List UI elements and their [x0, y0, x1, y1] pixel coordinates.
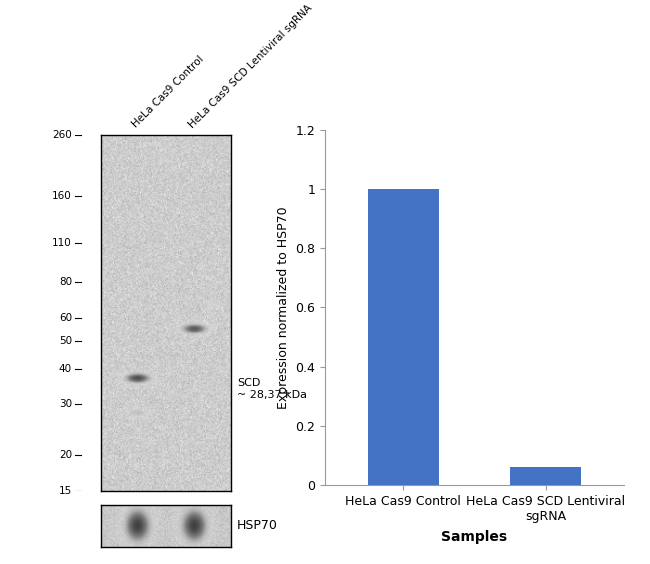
Text: 15: 15 [58, 486, 72, 496]
Text: 260: 260 [52, 130, 72, 140]
Text: 60: 60 [59, 313, 72, 323]
Bar [510, 467, 581, 485]
Text: 80: 80 [59, 277, 72, 287]
Y-axis label: Expression normalized to HSP70: Expression normalized to HSP70 [277, 206, 290, 409]
Text: 50: 50 [59, 336, 72, 346]
Text: 160: 160 [52, 191, 72, 201]
Text: HeLa Cas9 Control: HeLa Cas9 Control [130, 54, 205, 130]
Text: 30: 30 [59, 399, 72, 409]
Text: HeLa Cas9 SCD Lentiviral sgRNA: HeLa Cas9 SCD Lentiviral sgRNA [187, 2, 315, 130]
X-axis label: Samples: Samples [441, 530, 508, 544]
Text: 110: 110 [52, 237, 72, 248]
Text: 40: 40 [59, 364, 72, 373]
Text: SCD
~ 28,37 kDa: SCD ~ 28,37 kDa [237, 378, 307, 399]
Bar [368, 189, 439, 485]
Text: 20: 20 [59, 450, 72, 460]
Text: HSP70: HSP70 [237, 519, 278, 532]
